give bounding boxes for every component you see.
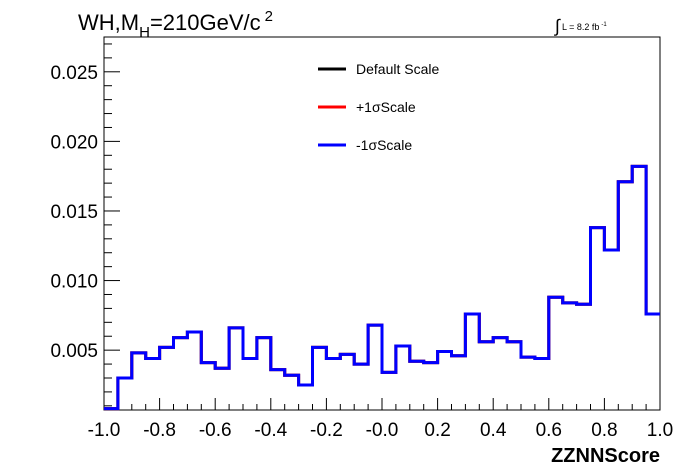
lumi-text: L = 8.2 fb [562,22,599,32]
x-tick-label: 0.2 [424,420,450,441]
x-tick-label: -1.0 [88,420,121,441]
x-axis-label: ZZNNScore [551,445,660,467]
title-rest: =210GeV/c [150,10,261,35]
legend-label: -1σScale [356,137,412,153]
y-tick-label: 0.005 [50,341,98,362]
series-line-2 [104,164,660,411]
x-tick-label: -0.4 [254,420,287,441]
y-tick-label: 0.020 [50,132,98,153]
x-tick-label: -0.6 [199,420,232,441]
y-tick-label: 0.010 [50,272,98,293]
title-superscript: 2 [265,8,273,25]
x-tick-label: 1.0 [647,420,673,441]
x-tick-label: -0.0 [366,420,399,441]
legend: Default Scale +1σScale -1σScale [318,61,439,153]
series-group [104,164,660,411]
chart-title: WH,MH=210GeV/c 2 [78,8,273,41]
title-subscript: H [139,24,150,41]
title-main: WH,M [78,10,139,35]
x-tick-label: -0.2 [310,420,343,441]
axes-group: -1.0 -0.8 -0.6 -0.4 -0.2 -0.0 0.2 0.4 0.6 0.8 1.0 0… [50,43,673,441]
legend-label: +1σScale [356,99,416,115]
y-tick-label: 0.025 [50,63,98,84]
legend-label: Default Scale [356,61,439,77]
lumi-superscript: -1 [601,22,607,28]
y-tick-label: 0.015 [50,202,98,223]
lumi-label: ∫ L = 8.2 fb -1 [553,16,607,36]
lumi-integral-symbol: ∫ [553,16,561,36]
x-tick-label: 0.6 [536,420,562,441]
x-tick-label: -0.8 [143,420,176,441]
x-tick-label: 0.8 [591,420,617,441]
x-tick-label: 0.4 [480,420,507,441]
